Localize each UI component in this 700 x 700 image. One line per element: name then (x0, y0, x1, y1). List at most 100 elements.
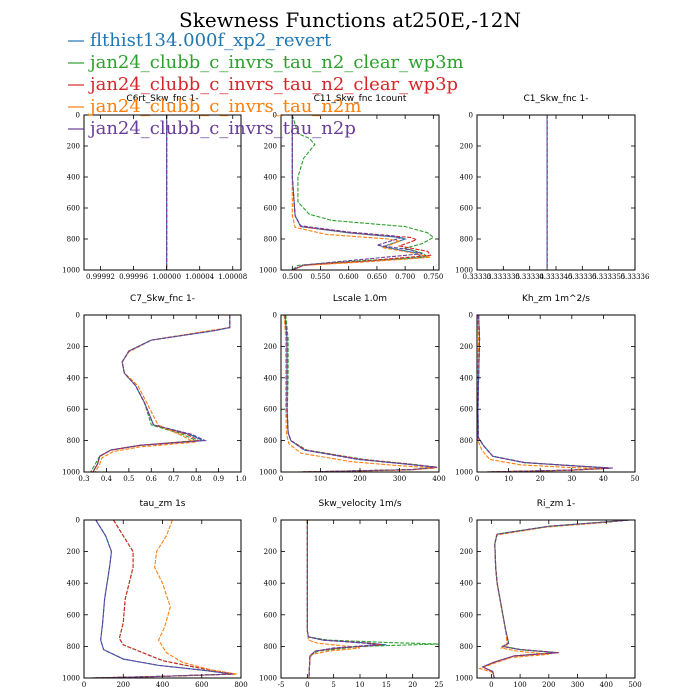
plot-frame (83, 519, 242, 679)
x-tick-label: 400 (156, 681, 169, 689)
y-tick-label: 0 (469, 517, 473, 525)
y-tick-label: 0 (76, 517, 80, 525)
x-tick-label: 5 (331, 681, 335, 689)
panel-2: C11_Skw_fnc 1count 0 200 400 600 800 1000 0.500… (259, 94, 443, 281)
series-group (306, 520, 439, 678)
y-tick-label: 600 (264, 205, 277, 213)
x-tick-label: 200 (542, 681, 555, 689)
y-tick-label: 200 (67, 548, 80, 556)
plot-frame (83, 314, 242, 473)
x-tick-label: 20 (536, 475, 545, 483)
series-line-1 (481, 520, 630, 678)
y-tick-label: 400 (67, 174, 80, 182)
x-tick-label: 15 (382, 681, 391, 689)
x-tick-label: 40 (599, 475, 608, 483)
legend: flthist134.000f_xp2_revertjan24_clubb_c_… (68, 30, 464, 139)
series-line-2 (481, 520, 627, 678)
x-tick-label: 0.33335 (568, 273, 597, 281)
x-tick-label: 500 (628, 681, 641, 689)
series-line-2 (306, 520, 439, 678)
x-tick-label: 1.00004 (185, 273, 214, 281)
panel-title: Ri_zm 1- (537, 499, 576, 509)
series-line-5 (291, 115, 423, 270)
x-tick-label: 0.33334 (515, 273, 544, 281)
panel-1: C6rt_Skw_fnc 1- 0 200 400 600 800 1000 0.99992 0… (62, 94, 247, 281)
y-tick-label: 1000 (259, 675, 277, 683)
series-group (291, 115, 435, 270)
series-group (283, 315, 438, 472)
y-tick-label: 800 (264, 236, 277, 244)
panel-title: C1_Skw_fnc 1- (524, 94, 589, 104)
series-group (478, 520, 630, 678)
x-tick-label: 300 (393, 475, 406, 483)
panel-3: C1_Skw_fnc 1-020040060080010000.333330.3… (455, 94, 650, 281)
x-tick-label: 0 (305, 681, 309, 689)
y-tick-label: 200 (264, 548, 277, 556)
y-tick-label: 200 (460, 548, 473, 556)
y-tick-label: 800 (67, 643, 80, 651)
x-tick-label: 0.333335 (487, 273, 520, 281)
y-tick-label: 600 (264, 406, 277, 414)
legend-label: flthist134.000f_xp2_revert (90, 30, 332, 51)
series-line-4 (306, 520, 361, 678)
series-line-5 (284, 315, 438, 472)
x-tick-label: 400 (432, 475, 445, 483)
y-tick-label: 600 (460, 406, 473, 414)
series-line-1 (306, 520, 387, 678)
x-tick-label: 0 (489, 681, 493, 689)
x-tick-label: 0 (279, 475, 283, 483)
plot-frame (280, 519, 440, 679)
panel-title: Skw_velocity 1m/s (318, 499, 401, 509)
series-line-4 (91, 520, 238, 678)
y-tick-label: 600 (264, 611, 277, 619)
x-tick-label: 0.750 (423, 273, 443, 281)
x-tick-label: 200 (117, 681, 130, 689)
x-tick-label: 1.00000 (152, 273, 181, 281)
y-tick-label: 400 (264, 174, 277, 182)
y-tick-label: 1000 (62, 267, 80, 275)
y-tick-label: 800 (67, 236, 80, 244)
y-tick-label: 800 (264, 643, 277, 651)
x-tick-label: 0.33336 (621, 273, 650, 281)
y-tick-label: 0 (469, 312, 473, 320)
series-line-5 (477, 315, 613, 472)
x-tick-label: 0.9 (213, 475, 224, 483)
y-tick-label: 0 (273, 312, 277, 320)
y-tick-label: 400 (460, 374, 473, 382)
series-line-3 (477, 315, 610, 472)
x-tick-label: 0.5 (123, 475, 134, 483)
x-tick-label: 100 (314, 475, 327, 483)
series-group (477, 315, 613, 472)
y-tick-label: 0 (469, 112, 473, 120)
y-tick-label: 200 (264, 343, 277, 351)
y-tick-label: 600 (67, 406, 80, 414)
series-group (90, 315, 231, 472)
x-tick-label: 0 (475, 475, 479, 483)
y-tick-label: 600 (67, 611, 80, 619)
y-tick-label: 400 (67, 580, 80, 588)
x-tick-label: 0.333355 (592, 273, 625, 281)
x-tick-label: 300 (571, 681, 584, 689)
panel-8: Skw_velocity 1m/s 0 200 400 600 800 1000-5 0 5 10… (259, 499, 443, 689)
x-tick-label: 0.8 (191, 475, 202, 483)
y-tick-label: 800 (460, 437, 473, 445)
panel-title: C11_Skw_fnc 1count (314, 94, 407, 104)
x-tick-label: 100 (513, 681, 526, 689)
y-tick-label: 0 (273, 112, 277, 120)
x-tick-label: 200 (353, 475, 366, 483)
series-line-5 (91, 520, 234, 678)
y-tick-label: 200 (264, 143, 277, 151)
y-tick-label: 400 (264, 580, 277, 588)
x-tick-label: 0.700 (395, 273, 415, 281)
y-tick-label: 0 (273, 517, 277, 525)
series-line-5 (92, 315, 231, 472)
series-line-4 (283, 315, 436, 472)
x-tick-label: 10 (356, 681, 365, 689)
series-line-4 (477, 315, 604, 472)
y-tick-label: 200 (67, 343, 80, 351)
y-tick-label: 1000 (259, 469, 277, 477)
x-tick-label: 0.500 (282, 273, 302, 281)
